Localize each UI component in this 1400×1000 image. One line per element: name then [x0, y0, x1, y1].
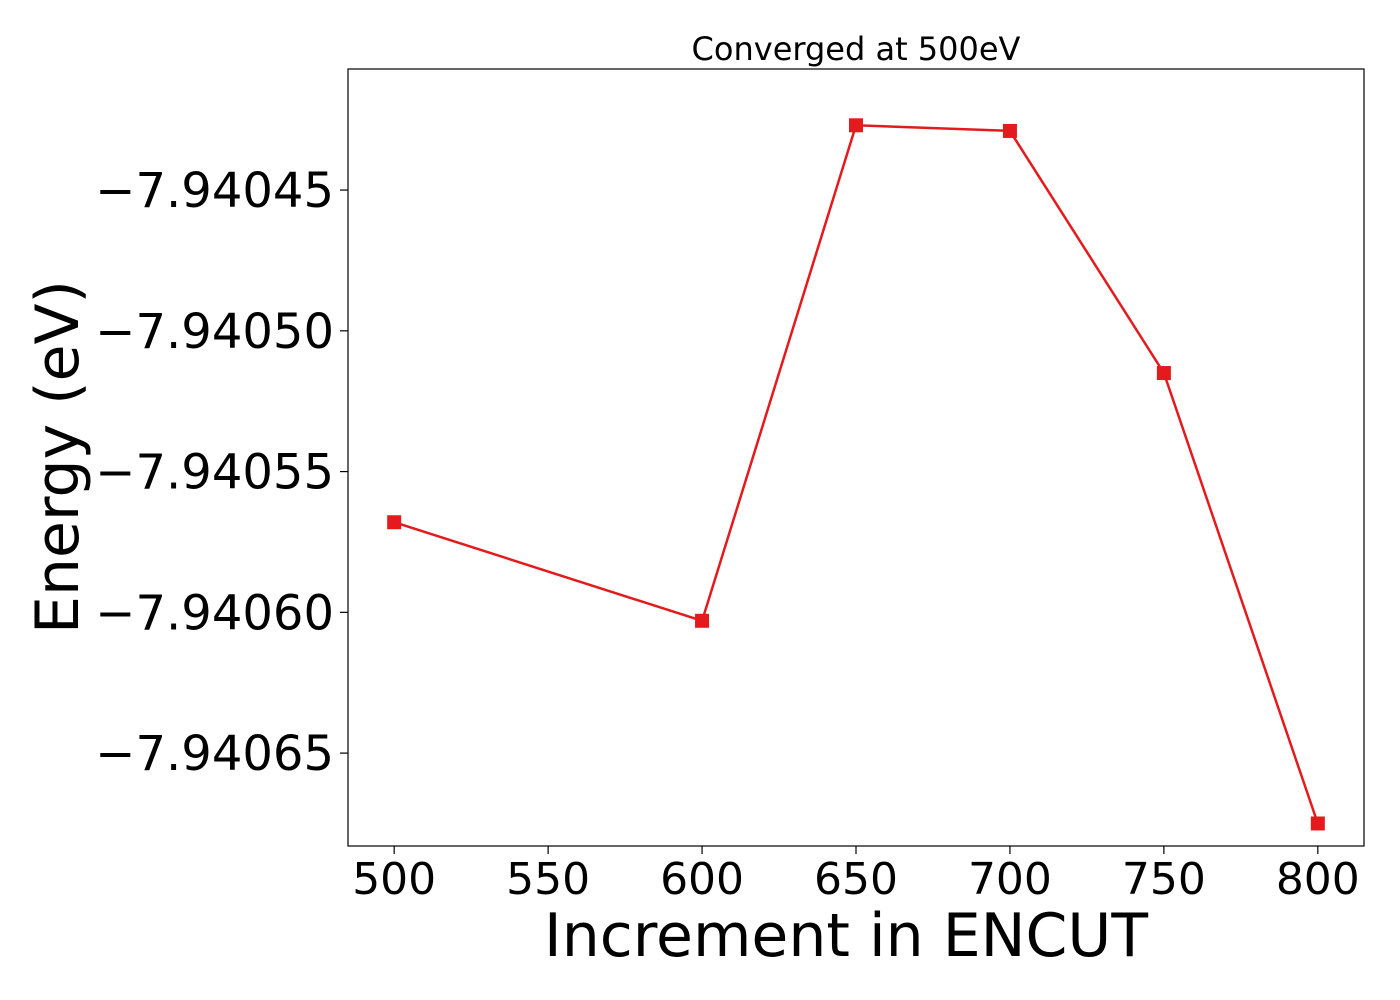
- plot-background: [348, 69, 1364, 846]
- data-point-marker: [1310, 816, 1325, 831]
- x-axis-ticks: 500 550 600 650 700 750 800: [352, 846, 1360, 905]
- data-series: [387, 118, 1325, 831]
- data-point-marker: [695, 613, 710, 628]
- x-tick-label: 650: [814, 854, 898, 905]
- data-point-marker: [1002, 123, 1017, 138]
- plot-frame: [347, 68, 1365, 847]
- y-tick-label: −7.94045: [95, 163, 334, 219]
- y-axis-ticks: −7.94065 −7.94060 −7.94055 −7.94050 −7.94045: [95, 163, 348, 782]
- series-line: [393, 124, 1319, 824]
- data-point-marker: [387, 515, 402, 530]
- x-tick-label: 750: [1122, 854, 1206, 905]
- y-axis-label: Energy (eV): [23, 280, 93, 634]
- data-point-marker: [1156, 366, 1171, 381]
- chart-title: Converged at 500eV: [692, 30, 1021, 68]
- y-tick-label: −7.94065: [95, 726, 334, 782]
- y-tick-label: −7.94055: [95, 445, 334, 501]
- x-tick-label: 700: [968, 854, 1052, 905]
- y-tick-label: −7.94050: [95, 304, 334, 360]
- x-tick-label: 800: [1276, 854, 1360, 905]
- x-tick-label: 600: [660, 854, 744, 905]
- x-tick-label: 500: [352, 854, 436, 905]
- x-tick-label: 550: [506, 854, 590, 905]
- y-tick-label: −7.94060: [95, 585, 334, 641]
- x-axis-label: Increment in ENCUT: [544, 901, 1148, 971]
- data-point-marker: [849, 118, 863, 133]
